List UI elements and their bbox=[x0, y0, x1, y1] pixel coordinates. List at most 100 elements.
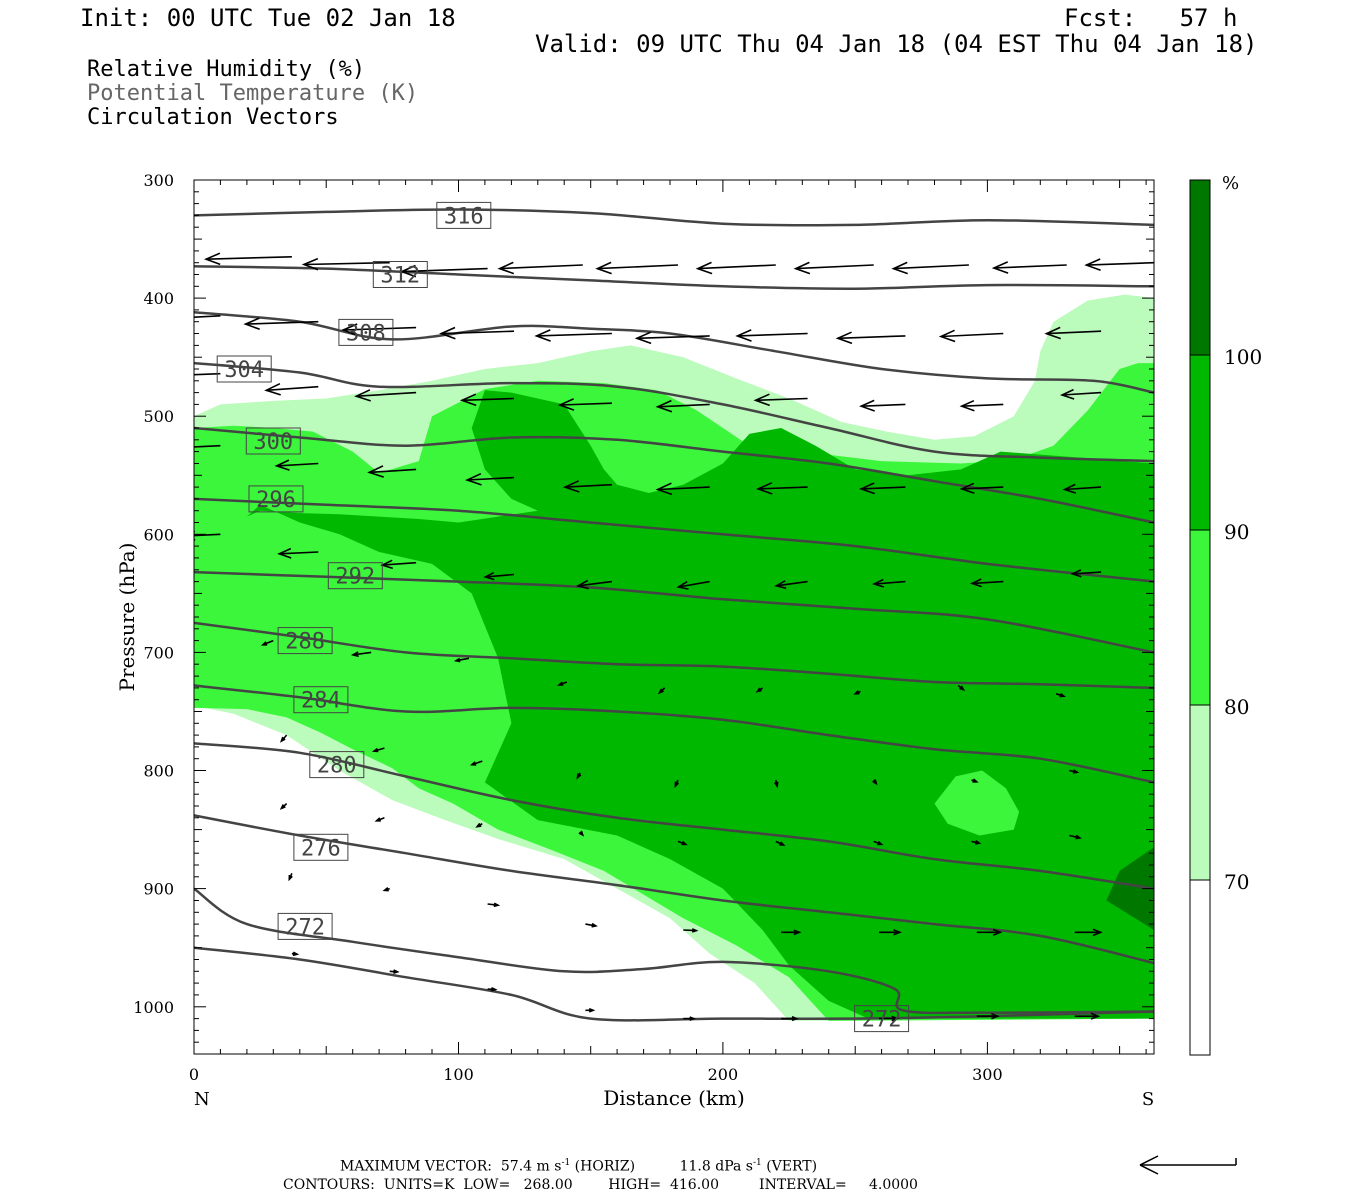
circulation-vector bbox=[991, 261, 1067, 274]
circulation-vector bbox=[288, 872, 293, 882]
contour-label-284-8: 284 bbox=[293, 686, 349, 714]
contour-label-text: 272 bbox=[285, 915, 325, 940]
x-tick-label: 200 bbox=[708, 1065, 739, 1084]
legend-theta: Potential Temperature (K) bbox=[87, 81, 419, 106]
footer-horiz-unit: (HORIZ) bbox=[574, 1158, 636, 1175]
circulation-vector bbox=[194, 530, 221, 541]
contour-label-text: 284 bbox=[301, 689, 341, 714]
circulation-vector bbox=[1055, 692, 1066, 698]
circulation-vector bbox=[853, 690, 861, 695]
circulation-vector bbox=[439, 326, 515, 340]
circulation-vector bbox=[755, 687, 764, 693]
circulation-vector bbox=[562, 480, 612, 493]
y-tick-label: 1000 bbox=[133, 998, 174, 1017]
circulation-vector bbox=[1069, 834, 1082, 840]
contour-label-292-6: 292 bbox=[327, 562, 383, 590]
footer-horiz-value: 57.4 m s bbox=[500, 1158, 562, 1175]
circulation-vector bbox=[873, 840, 884, 846]
colorbar-label-90: 90 bbox=[1224, 520, 1249, 544]
circulation-vector bbox=[1153, 690, 1154, 692]
circulation-vector bbox=[683, 1016, 696, 1021]
circulation-vector bbox=[260, 639, 274, 646]
theta-contour-276-10 bbox=[194, 814, 1154, 965]
circulation-vector bbox=[575, 579, 612, 590]
circulation-vector bbox=[194, 250, 195, 252]
circulation-vector bbox=[469, 760, 483, 766]
x-tick-label: 0 bbox=[189, 1065, 199, 1084]
contour-label-text: 308 bbox=[346, 321, 386, 346]
circulation-vector bbox=[399, 264, 488, 278]
theta-contour-292-6 bbox=[194, 570, 1154, 654]
circulation-vector bbox=[578, 830, 585, 837]
theta-contour-284-8 bbox=[194, 684, 1154, 784]
circulation-vector bbox=[341, 323, 417, 336]
circulation-vector bbox=[891, 261, 969, 275]
circulation-vector bbox=[976, 928, 1003, 936]
circulation-vector bbox=[655, 399, 710, 413]
colorbar-label-100: 100 bbox=[1224, 345, 1262, 369]
contour-label-300-4: 300 bbox=[245, 427, 301, 455]
circulation-vector bbox=[497, 261, 583, 275]
circulation-vector bbox=[695, 261, 776, 275]
circulation-vector bbox=[585, 922, 598, 928]
footer-max-vector: MAXIMUM VECTOR: 57.4 m s-1 (HORIZ) 11.8 … bbox=[340, 1158, 818, 1175]
rh-region-80-4 bbox=[934, 770, 1020, 836]
circulation-vector bbox=[1074, 928, 1103, 937]
circulation-vector bbox=[595, 261, 679, 275]
circulation-vector bbox=[453, 657, 470, 663]
contour-label-276-10: 276 bbox=[293, 833, 349, 861]
circulation-vector bbox=[277, 547, 319, 559]
circulation-vector bbox=[194, 315, 221, 318]
contour-label-308-2: 308 bbox=[338, 318, 394, 346]
circulation-vector bbox=[459, 393, 515, 407]
circulation-vector bbox=[194, 444, 221, 448]
circulation-vector bbox=[971, 840, 982, 845]
rh-region-100-3 bbox=[1106, 847, 1154, 930]
circulation-vector bbox=[350, 651, 372, 658]
circulation-vector bbox=[634, 331, 710, 345]
colorbar-bin-70 bbox=[1189, 704, 1211, 881]
circulation-vector bbox=[1074, 1012, 1101, 1020]
circulation-vector bbox=[243, 317, 319, 331]
init-time: Init: 00 UTC Tue 02 Jan 18 bbox=[80, 4, 456, 32]
legend-vectors: Circulation Vectors bbox=[87, 105, 339, 130]
circulation-vector bbox=[793, 261, 874, 275]
circulation-vector bbox=[1062, 483, 1102, 494]
footer-vert-unit: (VERT) bbox=[766, 1158, 818, 1175]
circulation-vector bbox=[938, 329, 1004, 343]
theta-contour-296-5 bbox=[194, 497, 1154, 583]
theta-contour-288-7 bbox=[194, 621, 1154, 690]
y-axis-title: Pressure (hPa) bbox=[115, 543, 139, 692]
circulation-vector bbox=[389, 969, 400, 974]
colorbar-label-80: 80 bbox=[1224, 695, 1249, 719]
circulation-vector bbox=[775, 840, 786, 846]
circulation-vector bbox=[487, 986, 498, 992]
circulation-vector bbox=[374, 817, 385, 822]
circulation-vector bbox=[487, 902, 501, 908]
y-tick-label: 300 bbox=[143, 171, 174, 190]
contour-label-text: 300 bbox=[253, 430, 293, 455]
contour-label-text: 280 bbox=[317, 754, 357, 779]
circulation-vector bbox=[483, 571, 515, 581]
contour-labels: 316 312 308 304 300 296 292 288 284 280 276 272 272 bbox=[216, 201, 910, 1033]
circulation-vector bbox=[557, 681, 568, 686]
x-tick-label: 300 bbox=[972, 1065, 1003, 1084]
colorbar-label-70: 70 bbox=[1224, 870, 1249, 894]
circulation-vector bbox=[872, 779, 878, 786]
circulation-vector bbox=[1059, 388, 1102, 400]
colorbar-bin-below-70 bbox=[1189, 879, 1211, 1056]
circulation-vector bbox=[959, 482, 1004, 495]
circulation-vector bbox=[677, 840, 688, 846]
circulation-vector bbox=[781, 1015, 799, 1022]
colorbar: % 70 80 90 100 bbox=[1189, 173, 1262, 1056]
footer-contours: CONTOURS: UNITS=K LOW= 268.00 HIGH= 416.… bbox=[283, 1177, 918, 1193]
circulation-vector bbox=[879, 1015, 900, 1022]
axis-tick-labels: 0 100 200 300 300 400 500 600 700 800 900 1000 bbox=[133, 171, 1002, 1084]
circulation-vector bbox=[1084, 258, 1154, 271]
theta-contour-272-12 bbox=[194, 946, 1154, 1022]
circulation-vector bbox=[576, 772, 582, 780]
x-end-label-south: S bbox=[1142, 1089, 1154, 1110]
circulation-vector bbox=[859, 399, 906, 412]
circulation-vector bbox=[301, 257, 390, 271]
contour-label-text: 312 bbox=[380, 264, 420, 289]
